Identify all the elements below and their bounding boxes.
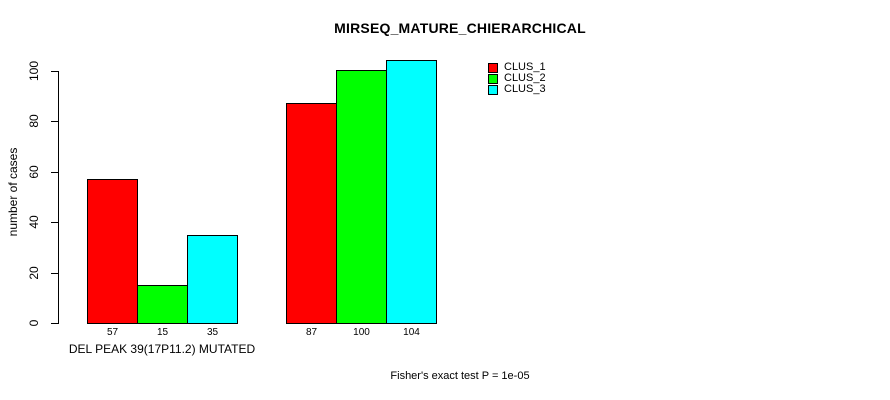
legend-item-clus_3: CLUS_3 <box>488 84 546 95</box>
legend-item-clus_1: CLUS_1 <box>488 62 546 73</box>
annotation-text: Fisher's exact test P = 1e-05 <box>390 370 530 382</box>
bar-clus_2-group1 <box>137 285 188 324</box>
legend-swatch-icon <box>488 62 498 73</box>
y-tick-label: 100 <box>27 60 41 82</box>
bar-clus_2-group2 <box>336 70 387 324</box>
y-tick-label: 20 <box>27 266 41 280</box>
y-tick-label: 80 <box>27 114 41 128</box>
bar-clus_3-group2 <box>386 60 437 324</box>
group-label: DEL PEAK 39(17P11.2) MUTATED <box>68 342 256 356</box>
y-tick-label: 0 <box>27 319 41 327</box>
y-tick <box>51 222 58 223</box>
y-tick <box>51 172 58 173</box>
bar-value-label: 104 <box>403 327 420 338</box>
legend-label: CLUS_2 <box>504 72 546 84</box>
y-tick <box>51 273 58 274</box>
bar-value-label: 35 <box>206 327 219 338</box>
legend: CLUS_1 CLUS_2 CLUS_3 <box>488 62 546 95</box>
y-tick-label: 40 <box>27 215 41 229</box>
y-axis <box>58 70 59 324</box>
legend-label: CLUS_3 <box>504 83 546 95</box>
legend-swatch-icon <box>488 73 498 84</box>
bar-value-label: 100 <box>353 327 370 338</box>
y-tick <box>51 71 58 72</box>
legend-swatch-icon <box>488 84 498 95</box>
bar-value-label: 57 <box>106 327 119 338</box>
bar-clus_1-group1 <box>87 179 138 324</box>
bar-clus_1-group2 <box>286 103 337 324</box>
y-tick <box>51 121 58 122</box>
bar-value-label: 87 <box>305 327 318 338</box>
chart-title: MIRSEQ_MATURE_CHIERARCHICAL <box>334 20 586 36</box>
legend-label: CLUS_1 <box>504 61 546 73</box>
legend-item-clus_2: CLUS_2 <box>488 73 546 84</box>
bar-clus_3-group1 <box>187 235 238 324</box>
y-tick <box>51 323 58 324</box>
y-tick-label: 60 <box>27 165 41 179</box>
bar-value-label: 15 <box>156 327 169 338</box>
